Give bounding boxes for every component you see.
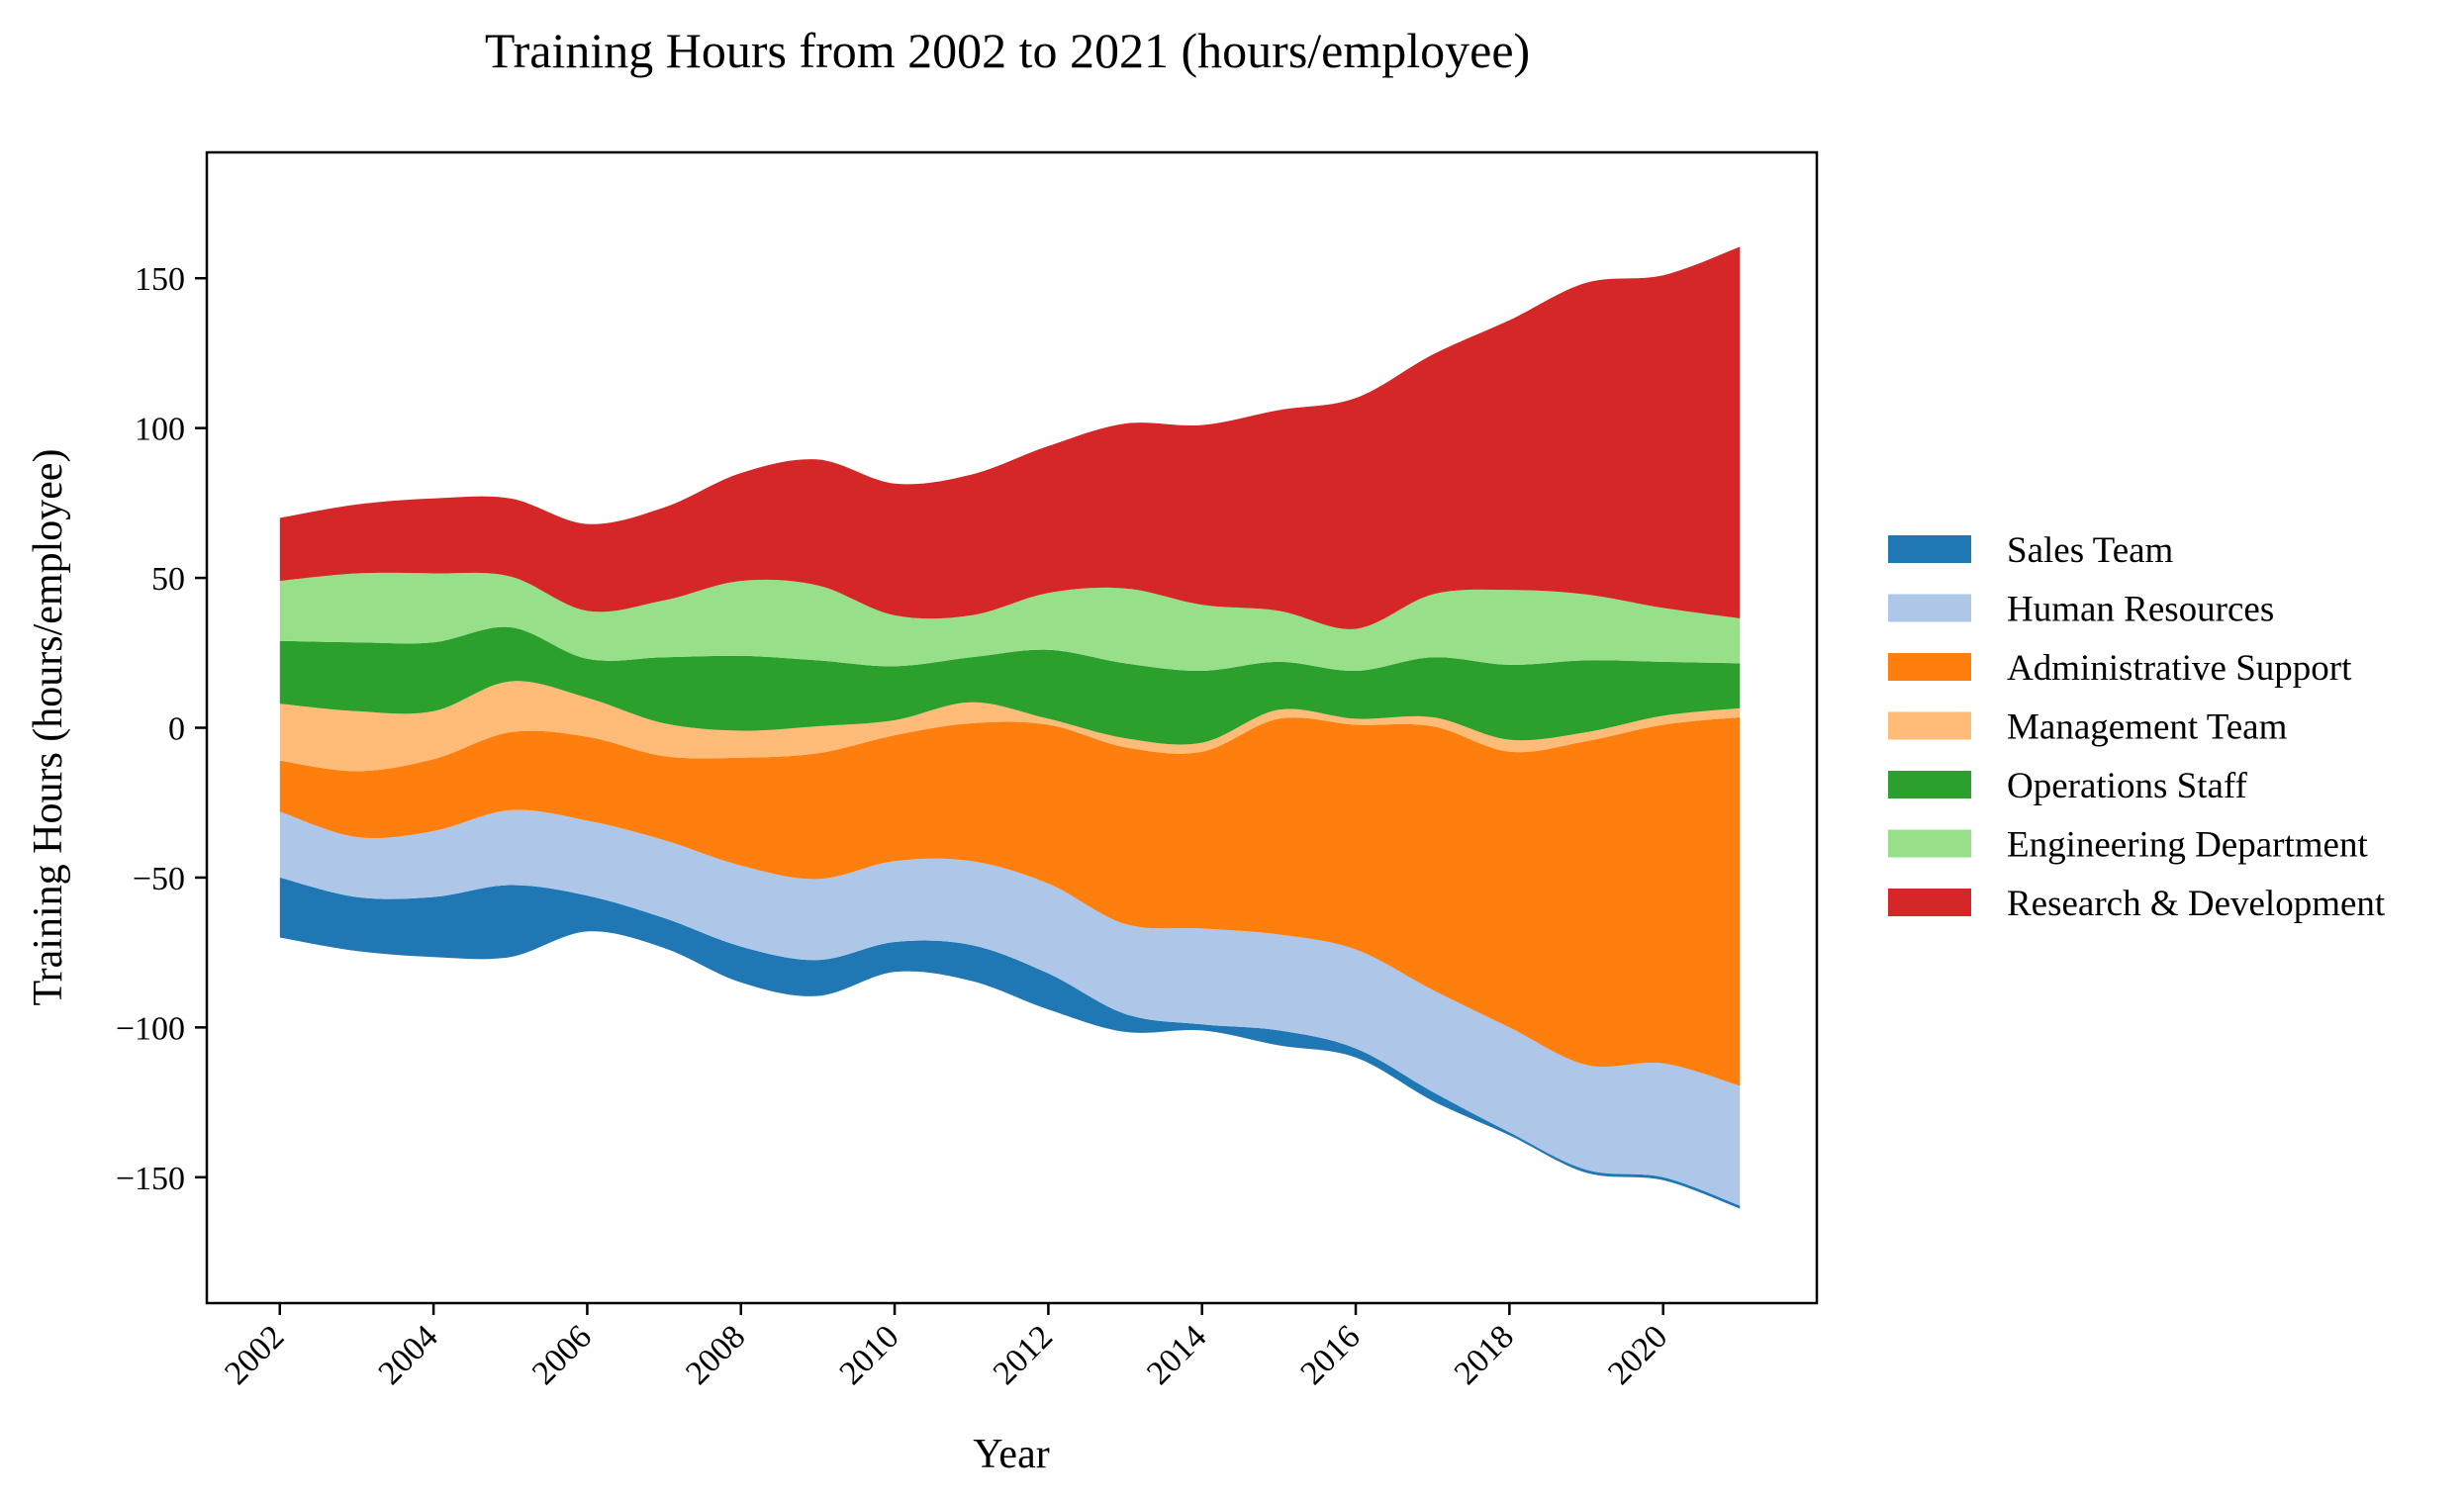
legend-swatch-operations-staff — [1888, 771, 1971, 798]
y-tick-label: −50 — [133, 861, 185, 897]
legend-swatch-sales-team — [1888, 535, 1971, 563]
y-tick-label: 150 — [135, 261, 185, 298]
x-tick-label: 2012 — [987, 1318, 1060, 1391]
legend-swatch-human-resources — [1888, 594, 1971, 622]
x-tick-label: 2002 — [218, 1318, 291, 1391]
area-human-resources — [279, 809, 1741, 1206]
legend-label-operations-staff: Operations Staff — [2007, 766, 2248, 806]
x-tick-label: 2018 — [1448, 1318, 1521, 1391]
legend-swatch-management-team — [1888, 711, 1971, 740]
x-tick-label: 2016 — [1293, 1318, 1367, 1391]
area-engineering-department — [279, 572, 1741, 672]
x-tick-label: 2004 — [372, 1318, 445, 1391]
area-sales-team — [279, 877, 1741, 1209]
x-tick-label: 2008 — [679, 1318, 752, 1391]
y-tick-label: 50 — [151, 561, 185, 598]
area-management-team — [279, 681, 1741, 772]
legend-label-human-resources: Human Resources — [2007, 590, 2274, 630]
area-research-and-development — [279, 246, 1741, 629]
x-tick-label: 2020 — [1601, 1318, 1674, 1391]
chart-title: Training Hours from 2002 to 2021 (hours/… — [485, 23, 1530, 78]
x-axis: 2002 2004 2006 2008 2010 2012 2014 2016 2018 2020 — [218, 1303, 1674, 1392]
area-operations-staff — [279, 626, 1741, 745]
x-axis-title: Year — [973, 1432, 1049, 1477]
legend-label-sales-team: Sales Team — [2007, 530, 2174, 571]
y-tick-label: −150 — [116, 1161, 185, 1197]
legend-label-research-and-development: Research & Development — [2007, 884, 2386, 924]
legend-swatch-engineering-department — [1888, 829, 1971, 858]
legend-label-engineering-department: Engineering Department — [2007, 825, 2368, 866]
area-administrative-support — [279, 716, 1741, 1086]
y-tick-label: 100 — [135, 412, 185, 448]
y-axis: 150 100 50 0 −50 −100 −150 — [116, 261, 207, 1197]
legend-label-administrative-support: Administrative Support — [2007, 648, 2352, 689]
y-tick-label: 0 — [168, 711, 185, 748]
stream-areas — [279, 246, 1741, 1209]
legend-label-management-team: Management Team — [2007, 707, 2288, 748]
legend-swatch-administrative-support — [1888, 653, 1971, 681]
y-tick-label: −100 — [116, 1010, 185, 1047]
x-tick-label: 2014 — [1140, 1318, 1213, 1391]
legend-swatch-research-and-development — [1888, 889, 1971, 916]
x-tick-label: 2010 — [832, 1318, 905, 1391]
x-tick-label: 2006 — [525, 1318, 599, 1391]
legend: Sales Team Human Resources Administrative … — [1888, 530, 2386, 924]
y-axis-title: Training Hours (hours/employee) — [26, 448, 71, 1005]
